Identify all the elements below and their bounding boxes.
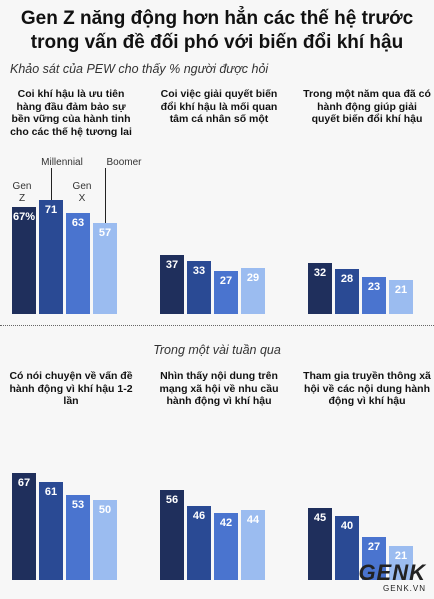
bar-5-genz: 56 bbox=[160, 490, 184, 580]
section-label-recent: Trong một vài tuần qua bbox=[153, 343, 281, 357]
bar-3-genx: 23 bbox=[362, 277, 386, 314]
subtitle: Khảo sát của PEW cho thấy % người được h… bbox=[10, 62, 269, 76]
bar-6-genz: 45 bbox=[308, 508, 332, 580]
logo-main-text: GENK bbox=[358, 560, 426, 585]
bar-6-millennial: 40 bbox=[335, 516, 359, 580]
series-label-genx: Gen X bbox=[72, 181, 92, 204]
bar-value-label: 33 bbox=[192, 265, 206, 278]
bar-2-genx: 27 bbox=[214, 270, 238, 314]
bar-value-label: 27 bbox=[219, 274, 233, 287]
bar-4-millennial: 61 bbox=[39, 482, 63, 580]
bar-value-label: 40 bbox=[340, 520, 354, 532]
bar-value-label: 71 bbox=[44, 204, 58, 217]
title-line-2: trong vấn đề đối phó với biến đổi khí hậ… bbox=[30, 32, 404, 53]
series-label-boomer: Boomer bbox=[106, 157, 142, 168]
bar-value-label: 45 bbox=[313, 512, 327, 524]
bar-value-label: 29 bbox=[246, 271, 260, 284]
logo-sub-text: GENK.VN bbox=[382, 584, 426, 593]
bar-value-label: 53 bbox=[71, 499, 85, 512]
bar-3-genz: 32 bbox=[308, 262, 332, 314]
bar-value-label: 23 bbox=[367, 281, 381, 294]
bar-value-label: 63 bbox=[71, 217, 85, 230]
panel-title-2: Coi việc giải quyết biến đổi khí hậu là … bbox=[160, 88, 278, 125]
bar-value-label: 57 bbox=[98, 226, 112, 239]
series-pointer-boomer bbox=[105, 168, 106, 223]
panel-title-1: Coi khí hậu là ưu tiên hàng đầu đảm bảo … bbox=[10, 88, 132, 138]
series-label-millennial: Millennial bbox=[41, 157, 83, 168]
panel-title-6: Tham gia truyền thông xã hội về các nội … bbox=[303, 370, 431, 407]
bar-4-boomer: 50 bbox=[93, 500, 117, 580]
bar-value-label: 56 bbox=[165, 494, 179, 507]
bar-value-label: 61 bbox=[44, 486, 58, 499]
panel-title-4: Có nói chuyện về vấn đề hành động vì khí… bbox=[9, 370, 133, 407]
series-label-genz: Gen Z bbox=[12, 181, 32, 204]
chart-title: Gen Z năng động hơn hẳn các thế hệ trước… bbox=[0, 7, 434, 55]
section-divider bbox=[0, 325, 434, 326]
bar-value-label: 32 bbox=[313, 266, 327, 279]
bar-1-millennial: 71 bbox=[39, 200, 63, 314]
title-line-1: Gen Z năng động hơn hẳn các thế hệ trước bbox=[20, 8, 414, 29]
bar-value-label: 28 bbox=[340, 273, 354, 286]
bar-value-label: 21 bbox=[394, 550, 408, 563]
bar-6-genx: 27 bbox=[362, 536, 386, 580]
bar-3-boomer: 21 bbox=[389, 280, 413, 314]
bar-4-genx: 53 bbox=[66, 495, 90, 580]
bar-3-millennial: 28 bbox=[335, 269, 359, 314]
bar-5-millennial: 46 bbox=[187, 506, 211, 580]
bar-value-label: 67% bbox=[12, 210, 36, 223]
panel-title-3: Trong một năm qua đã có hành động giúp g… bbox=[303, 88, 431, 125]
bar-2-millennial: 33 bbox=[187, 261, 211, 314]
bar-value-label: 50 bbox=[98, 504, 112, 516]
bar-value-label: 67 bbox=[17, 476, 31, 489]
bar-6-boomer: 21 bbox=[389, 546, 413, 580]
bar-value-label: 46 bbox=[192, 510, 206, 523]
bar-1-genx: 63 bbox=[66, 213, 90, 314]
bar-value-label: 37 bbox=[165, 258, 179, 271]
genk-logo: GENK GENK.VN bbox=[358, 560, 426, 594]
bar-5-genx: 42 bbox=[214, 512, 238, 580]
bar-1-genz: 67% bbox=[12, 206, 36, 314]
bar-value-label: 44 bbox=[246, 513, 260, 526]
series-pointer-millennial bbox=[51, 168, 52, 201]
bar-2-genz: 37 bbox=[160, 254, 184, 314]
bar-5-boomer: 44 bbox=[241, 509, 265, 580]
bar-1-boomer: 57 bbox=[93, 222, 117, 314]
bar-2-boomer: 29 bbox=[241, 267, 265, 314]
bar-value-label: 27 bbox=[367, 540, 381, 553]
panel-title-5: Nhìn thấy nội dung trên mạng xã hội về n… bbox=[159, 370, 279, 407]
bar-value-label: 42 bbox=[219, 516, 233, 529]
bar-value-label: 21 bbox=[394, 284, 408, 297]
bar-4-genz: 67 bbox=[12, 472, 36, 580]
